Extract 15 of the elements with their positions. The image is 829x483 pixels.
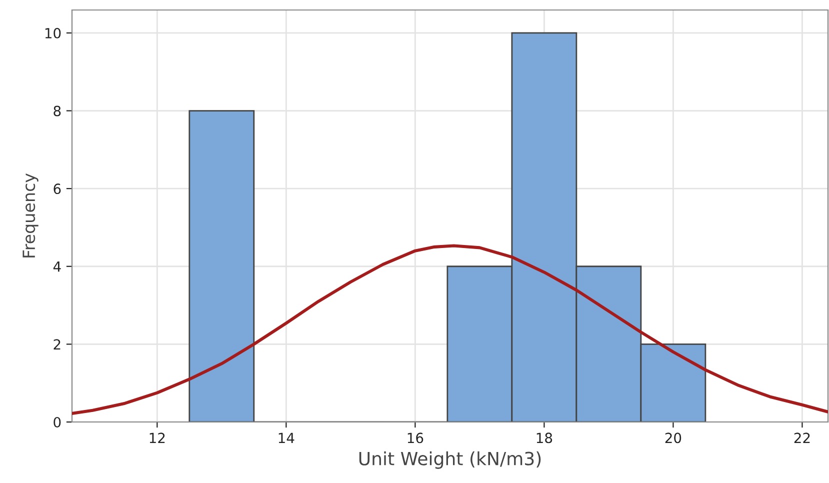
y-tick-label: 0 bbox=[54, 416, 61, 428]
y-tick-label: 2 bbox=[54, 339, 60, 350]
x-tick-label: 20 bbox=[665, 432, 682, 444]
x-tick-label: 12 bbox=[150, 432, 165, 443]
y-tick-label: 10 bbox=[45, 28, 61, 38]
x-tick-label: 14 bbox=[278, 432, 294, 443]
x-axis-title: Unit Weight (kN/m3) bbox=[359, 451, 541, 469]
x-tick-label: 22 bbox=[794, 432, 810, 443]
y-tick-label: 8 bbox=[54, 106, 61, 116]
y-axis-title: Frequency bbox=[22, 173, 38, 258]
x-tick-label: 16 bbox=[408, 432, 424, 444]
line-series bbox=[72, 244, 828, 415]
y-tick-label: 6 bbox=[54, 184, 61, 194]
y-tick-label: 4 bbox=[53, 262, 61, 272]
x-tick-label: 18 bbox=[536, 432, 552, 444]
